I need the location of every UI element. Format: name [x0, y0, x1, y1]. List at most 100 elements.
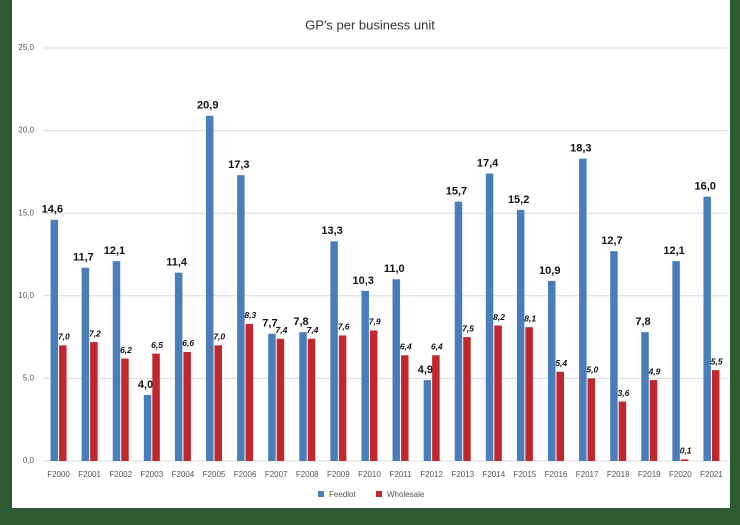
bar — [703, 196, 711, 461]
value-label: 7,8 — [635, 316, 650, 328]
bar — [90, 342, 98, 461]
bar — [641, 332, 649, 461]
value-label: 4,9 — [648, 366, 661, 376]
bar — [618, 401, 627, 461]
x-tick-label: F2013 — [451, 470, 474, 479]
bar — [330, 241, 338, 461]
value-label: 11,4 — [166, 257, 188, 269]
bar — [59, 345, 67, 461]
legend-swatch — [376, 491, 382, 497]
bar — [50, 219, 59, 461]
x-tick-label: F2002 — [109, 470, 132, 479]
x-tick-label: F2006 — [234, 470, 257, 479]
value-label: 20,9 — [197, 100, 218, 112]
value-label: 12,1 — [104, 245, 125, 257]
bar — [183, 351, 191, 461]
value-label: 7,4 — [276, 325, 288, 335]
y-tick-label: 5,0 — [23, 374, 35, 383]
bar — [610, 251, 618, 461]
bar — [485, 173, 494, 461]
bar — [299, 332, 307, 461]
x-tick-label: F2009 — [327, 470, 350, 479]
value-label: 8,2 — [493, 312, 505, 322]
value-label: 7,9 — [369, 317, 381, 327]
x-tick-label: F2019 — [638, 470, 661, 479]
bar — [112, 261, 121, 461]
value-label: 15,7 — [446, 186, 467, 198]
value-label: 7,5 — [462, 323, 474, 333]
bar — [454, 201, 463, 462]
bar — [81, 267, 90, 461]
value-label: 10,9 — [539, 265, 560, 277]
x-tick-label: F2004 — [172, 470, 195, 479]
value-label: 12,7 — [601, 235, 622, 247]
value-label: 3,6 — [618, 388, 630, 398]
x-tick-label: F2021 — [700, 470, 723, 479]
value-label: 6,6 — [182, 338, 194, 348]
y-tick-label: 20,0 — [18, 126, 34, 135]
bar — [268, 333, 276, 461]
y-tick-label: 25,0 — [18, 43, 34, 52]
x-tick-label: F2014 — [482, 470, 505, 479]
x-tick-label: F2017 — [576, 470, 599, 479]
y-tick-label: 0,0 — [23, 456, 35, 465]
bar — [245, 323, 254, 461]
value-label: 5,5 — [711, 356, 723, 366]
bar — [680, 459, 689, 461]
x-tick-label: F2005 — [203, 470, 226, 479]
legend-label: Wholesale — [387, 490, 425, 499]
x-tick-label: F2018 — [607, 470, 630, 479]
x-tick-label: F2008 — [296, 470, 319, 479]
value-label: 7,6 — [338, 322, 350, 332]
bar — [556, 371, 564, 461]
value-label: 17,4 — [477, 157, 499, 169]
bar — [516, 209, 525, 461]
bar — [143, 394, 152, 461]
bar — [276, 338, 285, 461]
value-label: 7,7 — [262, 318, 277, 330]
x-tick-label: F2000 — [47, 470, 70, 479]
x-tick-label: F2010 — [358, 470, 381, 479]
value-label: 4,0 — [138, 379, 153, 391]
value-label: 7,4 — [307, 325, 319, 335]
value-label: 6,4 — [400, 342, 412, 352]
x-tick-label: F2015 — [514, 470, 537, 479]
x-tick-label: F2012 — [420, 470, 443, 479]
bar — [121, 358, 129, 461]
x-tick-label: F2003 — [140, 470, 163, 479]
value-label: 7,8 — [293, 316, 308, 328]
value-label: 11,0 — [384, 263, 405, 275]
value-label: 13,3 — [321, 225, 342, 237]
bar — [423, 380, 432, 461]
bar — [463, 337, 471, 461]
value-label: 12,1 — [663, 245, 684, 257]
bar — [338, 335, 347, 461]
bar — [174, 272, 183, 461]
value-label: 7,0 — [58, 332, 70, 342]
x-tick-label: F2016 — [545, 470, 568, 479]
bar — [214, 345, 222, 461]
value-label: 17,3 — [228, 159, 249, 171]
bar — [206, 115, 214, 462]
bar — [672, 261, 680, 461]
value-label: 18,3 — [570, 143, 591, 155]
value-label: 0,1 — [680, 446, 692, 456]
bar — [401, 355, 409, 461]
value-label: 4,9 — [418, 364, 433, 376]
bar — [587, 378, 596, 461]
bar — [548, 280, 556, 461]
value-label: 8,3 — [244, 310, 256, 320]
value-label: 5,4 — [555, 358, 567, 368]
legend-swatch — [318, 491, 324, 497]
y-tick-label: 15,0 — [18, 208, 34, 217]
bar — [392, 279, 401, 461]
bar — [711, 370, 720, 461]
x-tick-label: F2007 — [265, 470, 288, 479]
value-label: 7,2 — [89, 328, 101, 338]
x-tick-label: F2011 — [389, 470, 412, 479]
x-tick-label: F2001 — [78, 470, 101, 479]
bar — [432, 355, 440, 461]
bar — [237, 175, 245, 462]
bar — [649, 380, 658, 461]
